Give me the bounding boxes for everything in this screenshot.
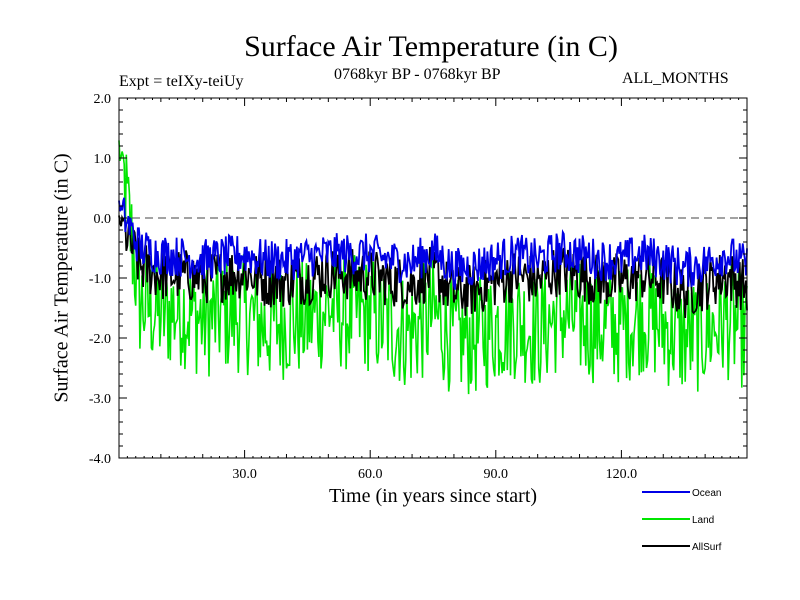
x-tick-label: 30.0 bbox=[232, 467, 257, 482]
series-layer bbox=[118, 140, 748, 395]
experiment-label: Expt = teIXy-teiUy bbox=[119, 73, 244, 90]
x-tick-label: 120.0 bbox=[606, 467, 638, 482]
legend-label-ocean: Ocean bbox=[692, 488, 721, 499]
legend: Ocean Land AllSurf bbox=[642, 488, 722, 553]
chart-title: Surface Air Temperature (in C) bbox=[244, 30, 618, 63]
y-tick-label: -1.0 bbox=[89, 272, 111, 287]
x-tick-label: 60.0 bbox=[358, 467, 383, 482]
y-tick-label: -2.0 bbox=[89, 332, 111, 347]
y-tick-label: 0.0 bbox=[94, 212, 112, 227]
x-tick-label: 90.0 bbox=[484, 467, 509, 482]
period-label: 0768kyr BP - 0768kyr BP bbox=[334, 66, 501, 83]
legend-label-land: Land bbox=[692, 515, 714, 526]
series-line-ocean bbox=[118, 197, 748, 290]
x-axis-label: Time (in years since start) bbox=[328, 485, 538, 507]
legend-label-allsurf: AllSurf bbox=[692, 542, 722, 553]
y-tick-label: 2.0 bbox=[94, 92, 112, 107]
months-label: ALL_MONTHS bbox=[622, 70, 729, 87]
y-tick-label: -4.0 bbox=[89, 452, 111, 467]
y-tick-label: 1.0 bbox=[94, 152, 112, 167]
axis-ticks: 30.0 60.0 90.0 120.0 -4.0 -3.0 -2.0 -1.0 0.0 1.0 2… bbox=[89, 92, 747, 482]
y-tick-label: -3.0 bbox=[89, 392, 111, 407]
